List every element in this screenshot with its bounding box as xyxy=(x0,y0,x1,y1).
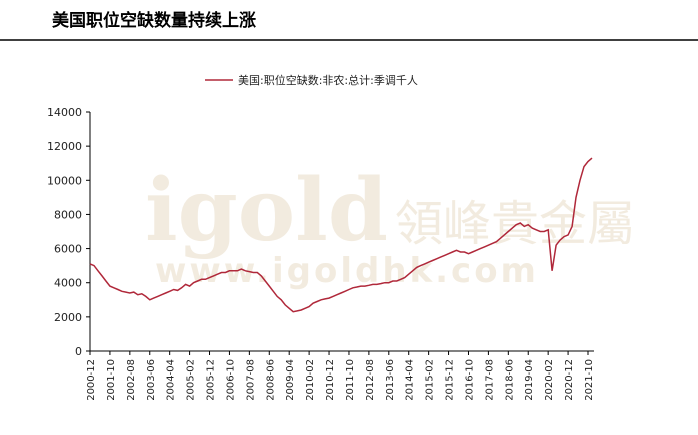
x-tick-label: 2008-06 xyxy=(265,359,276,401)
x-tick-label: 2009-04 xyxy=(285,359,296,401)
x-tick-label: 2012-08 xyxy=(365,359,376,401)
x-tick-label: 2016-10 xyxy=(464,359,475,401)
x-tick-label: 2018-06 xyxy=(504,359,515,401)
y-tick-label: 4000 xyxy=(54,277,82,290)
x-tick-label: 2004-04 xyxy=(166,359,177,401)
x-tick-label: 2002-08 xyxy=(126,359,137,401)
y-tick-label: 14000 xyxy=(47,106,82,119)
line xyxy=(89,157,593,313)
x-tick-label: 2017-08 xyxy=(484,359,495,401)
chart-title: 美国职位空缺数量持续上涨 xyxy=(52,10,256,31)
x-tick-label: 2014-04 xyxy=(405,359,416,401)
x-tick-label: 2019-04 xyxy=(524,359,535,401)
y-tick-label: 8000 xyxy=(54,208,82,221)
x-tick-label: 2011-10 xyxy=(345,359,356,401)
x-tick-label: 2000-12 xyxy=(86,359,97,401)
x-tick-label: 2010-02 xyxy=(305,359,316,401)
x-tick-label: 2006-10 xyxy=(225,359,236,401)
y-tick-label: 6000 xyxy=(54,243,82,256)
x-tick-label: 2001-10 xyxy=(106,359,117,401)
watermark-brand: 領峰貴金屬 xyxy=(395,196,635,252)
x-tick-label: 2010-12 xyxy=(325,359,336,401)
y-tick-label: 12000 xyxy=(47,140,82,153)
x-tick-label: 2013-06 xyxy=(385,359,396,401)
x-tick-label: 2021-10 xyxy=(584,359,595,401)
y-tick-label: 10000 xyxy=(47,174,82,187)
y-tick-label: 2000 xyxy=(54,311,82,324)
x-tick-label: 2005-02 xyxy=(186,359,197,401)
legend-label: 美国:职位空缺数:非农:总计:季调千人 xyxy=(238,73,418,87)
x-tick-label: 2005-12 xyxy=(206,359,217,401)
x-tick-label: 2003-06 xyxy=(146,359,157,401)
watermark: igold 領峰貴金屬 www.igoldhk.com xyxy=(145,160,635,291)
watermark-url: www.igoldhk.com xyxy=(155,251,539,291)
x-tick-label: 2020-12 xyxy=(564,359,575,401)
y-tick-label: 0 xyxy=(75,345,82,358)
x-tick-label: 2015-12 xyxy=(445,359,456,401)
x-tick-label: 2020-02 xyxy=(544,359,555,401)
x-tick-label: 2007-08 xyxy=(245,359,256,401)
x-tick-label: 2015-02 xyxy=(425,359,436,401)
watermark-logo: igold xyxy=(145,160,388,261)
